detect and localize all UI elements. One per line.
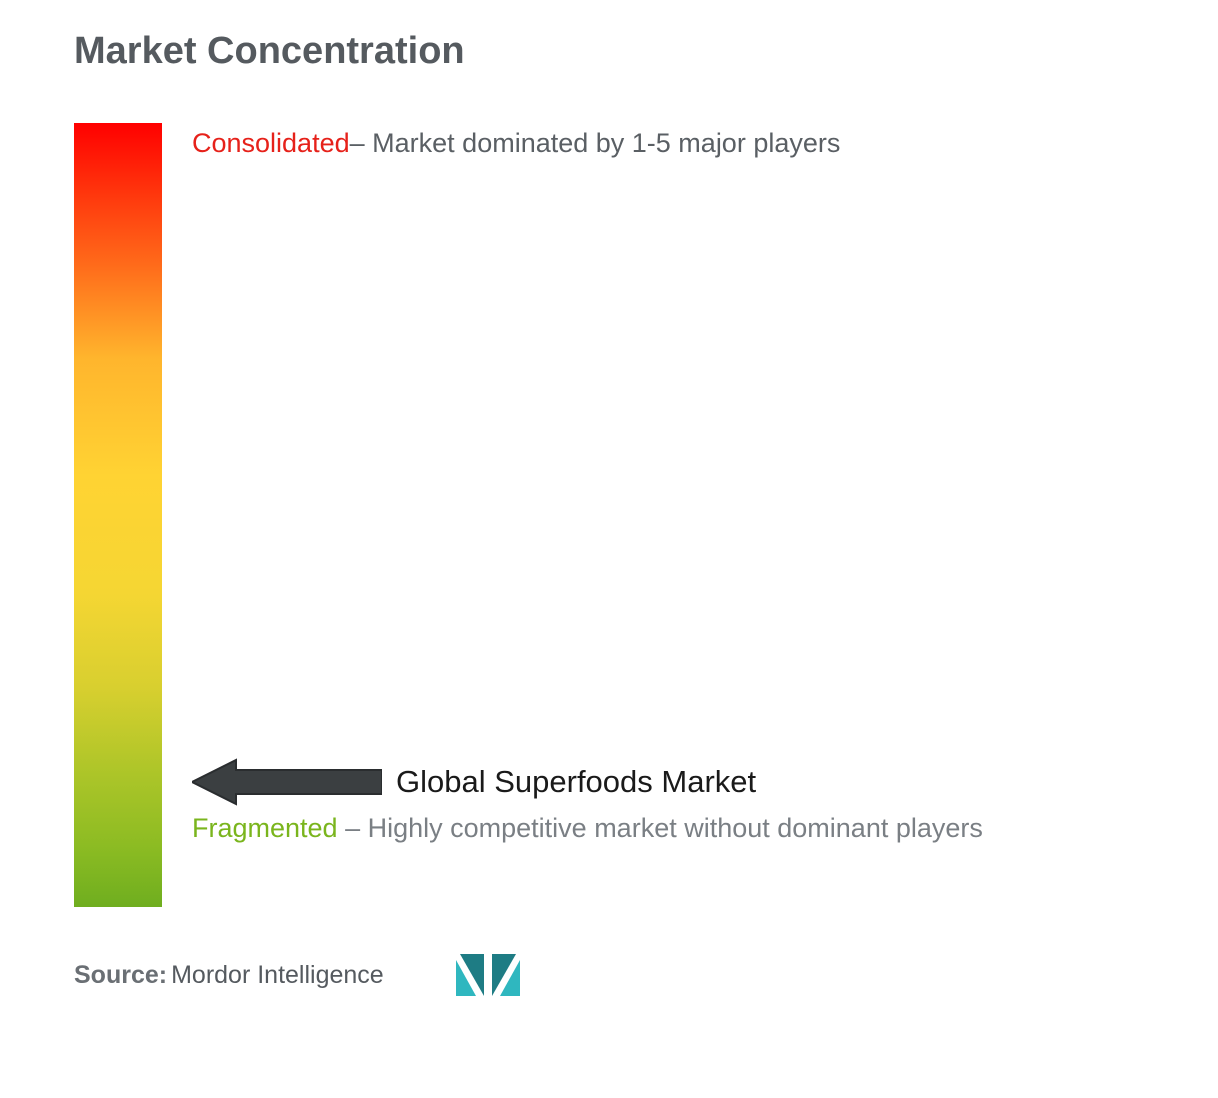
fragmented-desc: – Highly competitive market without domi… bbox=[338, 813, 983, 843]
mordor-logo-icon bbox=[454, 952, 522, 998]
source-footer: Source: Mordor Intelligence bbox=[74, 952, 522, 998]
fragmented-term: Fragmented bbox=[192, 813, 338, 843]
concentration-chart: Consolidated– Market dominated by 1-5 ma… bbox=[74, 123, 1144, 913]
market-marker-row: Global Superfoods Market bbox=[192, 758, 756, 806]
consolidated-label: Consolidated– Market dominated by 1-5 ma… bbox=[192, 125, 840, 163]
arrow-left-icon bbox=[192, 758, 382, 806]
market-name-label: Global Superfoods Market bbox=[396, 764, 756, 800]
source-label: Source: bbox=[74, 961, 167, 990]
page-title: Market Concentration bbox=[74, 30, 1144, 73]
fragmented-label: Fragmented – Highly competitive market w… bbox=[192, 806, 983, 852]
source-value: Mordor Intelligence bbox=[171, 961, 384, 990]
gradient-heat-bar bbox=[74, 123, 162, 907]
consolidated-term: Consolidated bbox=[192, 128, 350, 158]
consolidated-desc: – Market dominated by 1-5 major players bbox=[350, 128, 841, 158]
